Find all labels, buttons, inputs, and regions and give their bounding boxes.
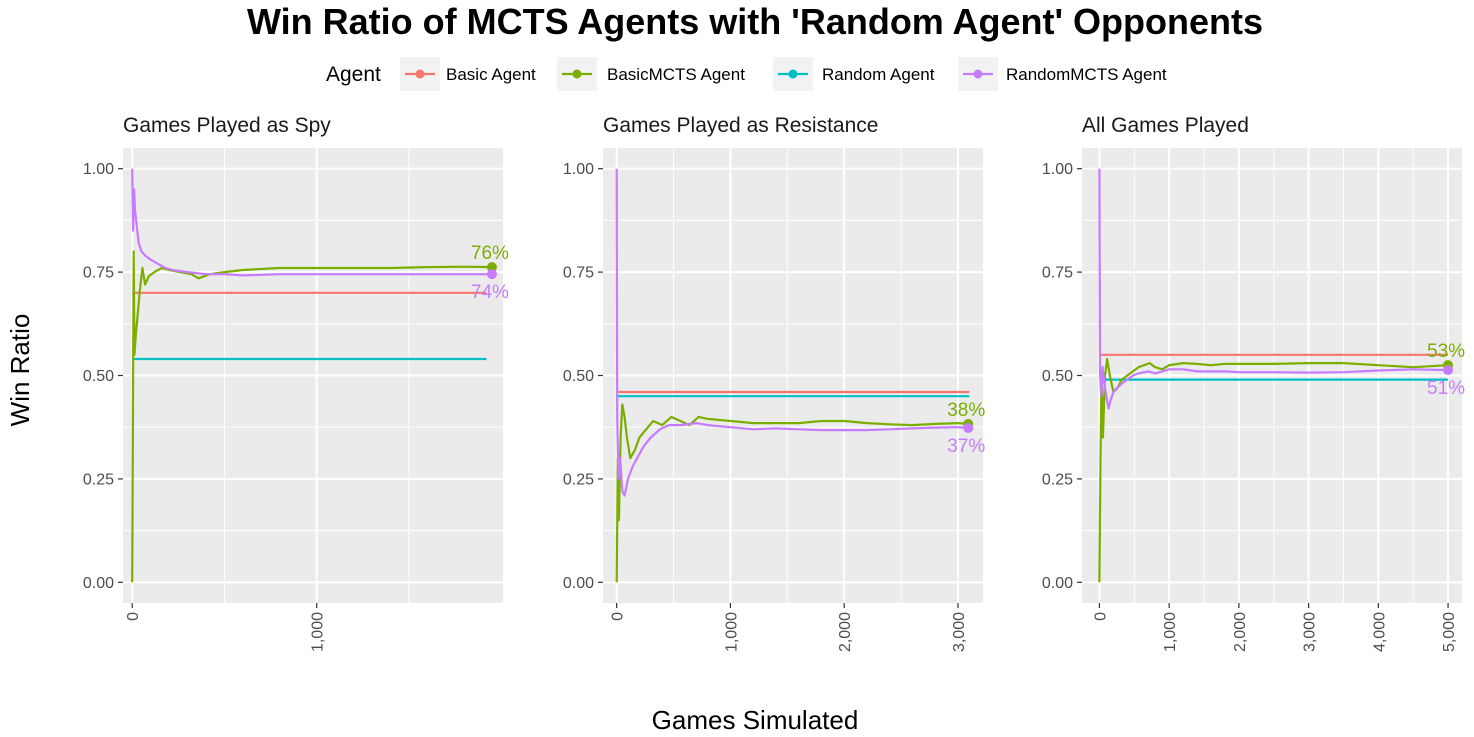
x-tick-label: 2,000 [837, 612, 854, 652]
y-tick-label: 0.25 [83, 471, 114, 488]
legend-entry-basic-agent: Basic Agent [400, 57, 536, 91]
legend-label: Basic Agent [446, 65, 536, 84]
y-tick-label: 0.75 [563, 265, 594, 282]
chart-title: Win Ratio of MCTS Agents with 'Random Ag… [247, 1, 1263, 42]
y-tick-label: 0.00 [1042, 575, 1073, 592]
x-tick-label: 3,000 [951, 612, 968, 652]
panel-title: Games Played as Resistance [603, 114, 878, 137]
y-tick-label: 0.50 [563, 368, 594, 385]
y-tick-label: 0.00 [83, 575, 114, 592]
x-tick-label: 0 [1092, 612, 1109, 621]
y-tick-label: 0.25 [563, 471, 594, 488]
panels: Games Played as Spy 0.00 0.25 0.50 0.75 1.00 0… [83, 114, 1465, 652]
series-group [1098, 168, 1449, 583]
y-tick-label: 1.00 [83, 161, 114, 178]
legend-key-point [973, 69, 983, 79]
legend-key-point [788, 69, 798, 79]
legend-entry-random-agent: Random Agent [773, 57, 935, 91]
end-label-basicmcts-agent: 53% [1427, 341, 1465, 362]
legend-title: Agent [326, 63, 381, 86]
y-tick-label: 0.00 [563, 575, 594, 592]
x-tick-label: 1,000 [310, 612, 327, 652]
legend-label: Random Agent [822, 65, 935, 84]
series-line-randommcts-agent [131, 168, 492, 277]
end-label-randommcts-agent: 74% [471, 282, 509, 303]
legend-key-point [572, 69, 582, 79]
end-point-randommcts-agent [486, 269, 497, 280]
y-tick-label: 1.00 [1042, 161, 1073, 178]
y-tick-label: 0.25 [1042, 471, 1073, 488]
series-line-basicmcts-agent [1098, 357, 1449, 583]
end-label-randommcts-agent: 37% [947, 436, 985, 457]
series-line-basicmcts-agent [615, 403, 969, 583]
end-point-basicmcts-agent [486, 262, 497, 273]
legend-key-point [415, 69, 425, 79]
y-axis-title: Win Ratio [5, 314, 35, 427]
panel-title: Games Played as Spy [123, 114, 331, 137]
y-tick-label: 0.75 [1042, 265, 1073, 282]
panel-games-played-as-spy: Games Played as Spy 0.00 0.25 0.50 0.75 1.00 0… [83, 114, 509, 652]
x-tick-label: 4,000 [1371, 612, 1388, 652]
end-point-randommcts-agent [1443, 365, 1454, 376]
series-line-randommcts-agent [1098, 168, 1449, 410]
legend-entry-randommcts-agent: RandomMCTS Agent [958, 57, 1167, 91]
x-tick-label: 3,000 [1302, 612, 1319, 652]
x-tick-label: 1,000 [723, 612, 740, 652]
legend-label: BasicMCTS Agent [607, 65, 745, 84]
y-tick-label: 1.00 [563, 161, 594, 178]
x-tick-label: 2,000 [1232, 612, 1249, 652]
legend-entry-basicmcts-agent: BasicMCTS Agent [557, 57, 745, 91]
x-tick-label: 5,000 [1441, 612, 1458, 652]
panel-title: All Games Played [1082, 114, 1249, 137]
x-tick-label: 1,000 [1162, 612, 1179, 652]
series-group [131, 168, 492, 583]
x-tick-label: 0 [610, 612, 627, 621]
series-group [615, 168, 970, 583]
legend: Agent Basic Agent BasicMCTS Agent Random Ag… [326, 57, 1167, 91]
y-tick-label: 0.50 [83, 368, 114, 385]
x-tick-label: 0 [125, 612, 142, 621]
end-point-randommcts-agent [963, 423, 974, 434]
end-label-basicmcts-agent: 76% [471, 243, 509, 264]
panel-all-games-played: All Games Played 0.00 0.25 0.50 0.75 1.00 0 1,0… [1042, 114, 1465, 652]
end-label-randommcts-agent: 51% [1427, 378, 1465, 399]
y-tick-label: 0.50 [1042, 368, 1073, 385]
y-tick-label: 0.75 [83, 265, 114, 282]
end-label-basicmcts-agent: 38% [947, 400, 985, 421]
series-line-randommcts-agent [615, 168, 969, 497]
panel-games-played-as-resistance: Games Played as Resistance 0.00 0.25 0.50 0.… [563, 114, 985, 652]
legend-label: RandomMCTS Agent [1006, 65, 1167, 84]
x-axis-title: Games Simulated [652, 705, 859, 735]
